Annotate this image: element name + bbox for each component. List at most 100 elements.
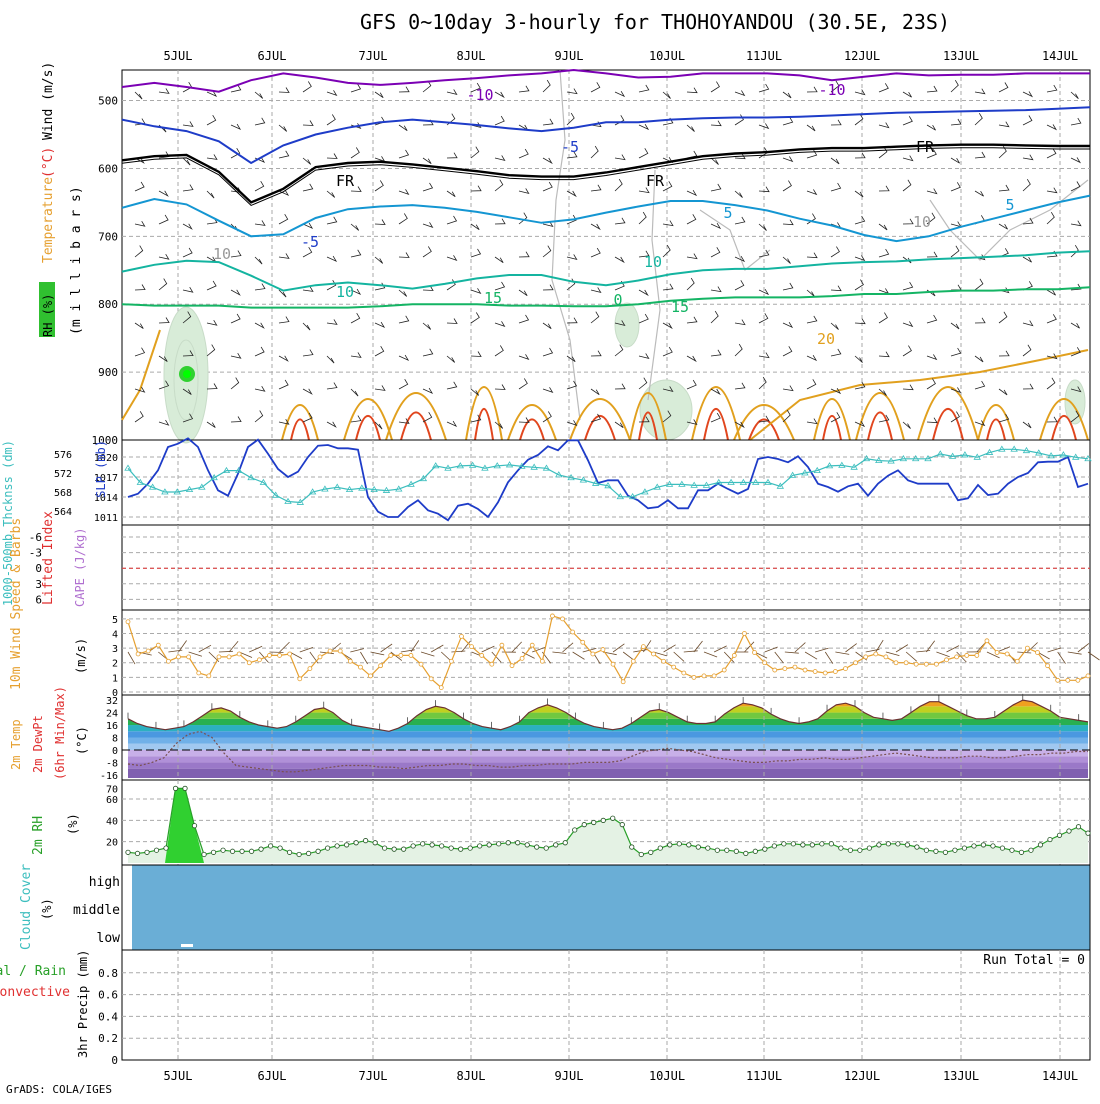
upper-wind-barb-3-38 [1047,188,1057,193]
upper-wind-barb-8-6 [279,356,288,361]
upper-wind-barb-8-27 [783,346,792,356]
precip-tick-0: 0 [111,1054,118,1067]
rh2m-point-22 [335,844,339,848]
rh2m-point-62 [715,848,719,852]
rh2m-point-96 [1038,843,1042,847]
contour-label-10: 10 [644,253,662,271]
pressure-tick-4: 900 [98,366,118,379]
rh-tick-0: 20 [106,838,118,849]
wind10m-point-13 [257,658,261,662]
upper-wind-barb-2-3 [207,154,217,159]
upper-wind-barb-8-33 [927,354,936,359]
upper-wind-barb-2-24 [711,158,719,165]
label-slp: SLP (mb) [94,440,108,498]
warm-contour-7 [692,387,740,440]
rh2m-point-44 [544,846,548,850]
upper-wind-barb-10-24 [711,413,720,422]
rh2m-point-13 [249,849,253,853]
upper-wind-barb-9-19 [591,389,599,395]
wind10m-barb-70 [835,652,849,654]
upper-wind-barb-8-14 [471,352,481,357]
upper-wind-barb-7-34 [951,323,959,329]
upper-wind-barb-5-30 [855,255,864,260]
wind10m-point-40 [530,643,534,647]
upper-wind-barb-8-17 [543,348,553,356]
rh-contour-0 [552,70,580,420]
wind10m-barb-4 [168,650,182,652]
rh2m-point-93 [1010,848,1014,852]
rh2m-point-86 [943,850,947,854]
wind10m-point-41 [540,659,544,663]
rh2m-point-2 [145,850,149,854]
upper-wind-barb-7-26 [759,313,768,323]
wind10m-point-93 [1066,678,1070,682]
rh2m-peak-area [165,788,204,863]
bottom-date-label-4: 9JUL [555,1069,584,1083]
rh2m-point-95 [1029,848,1033,852]
upper-wind-barb-6-38 [1047,290,1056,295]
wind10m-barb-9 [219,651,233,652]
upper-wind-barb-4-6 [279,214,288,224]
wind10m-point-62 [753,651,757,655]
rh2m-point-8 [202,852,206,856]
wind10m-barb-93 [1068,652,1082,654]
rh2m-point-7 [192,823,196,827]
precip-tick-1: 0.2 [98,1032,118,1045]
temp-tick-3: 8 [112,734,118,745]
rh2m-point-49 [592,820,596,824]
upper-wind-barb-7-28 [807,316,817,323]
wind10m-barb-71 [845,644,856,652]
wind10m-point-33 [459,634,463,638]
upper-wind-barb-0-30 [855,90,865,95]
rh2m-point-72 [810,843,814,847]
upper-wind-barb-3-27 [783,181,791,191]
panel-precip-frame [122,950,1090,1060]
rh2m-point-40 [506,841,510,845]
top-date-label-5: 10JUL [649,49,685,63]
wind10m-point-32 [449,659,453,663]
upper-wind-barb-1-5 [255,118,265,125]
upper-wind-barb-4-0 [135,221,145,226]
upper-wind-barb-2-21 [639,148,648,158]
rh2m-point-68 [772,844,776,848]
upper-wind-barb-0-24 [711,82,719,92]
rh2m-point-61 [706,846,710,850]
temp-band-11 [122,700,1090,706]
upper-wind-barb-5-16 [519,252,529,257]
upper-wind-barb-7-8 [327,319,337,324]
rh2m-point-21 [325,846,329,850]
rh2m-point-10 [221,848,225,852]
rh2m-point-101 [1086,831,1090,835]
upper-wind-barb-9-26 [759,377,766,389]
lifted-tick-0: -6 [29,531,42,544]
upper-wind-barb-0-25 [735,90,744,95]
rh2m-point-32 [430,843,434,847]
wind10m-barb-57 [704,652,717,657]
hot-contour-3 [475,409,493,440]
upper-wind-barb-0-34 [951,80,958,92]
upper-wind-barb-6-4 [231,290,240,295]
upper-wind-barb-8-11 [399,355,408,360]
upper-wind-barb-3-2 [183,185,193,191]
upper-wind-barb-4-26 [759,224,767,231]
upper-wind-barb-1-6 [279,125,287,131]
wind10m-barb-10 [229,641,238,652]
wind10m-point-71 [843,667,847,671]
upper-wind-barb-0-15 [495,92,504,97]
upper-wind-barb-4-32 [903,219,913,224]
wind10m-point-22 [348,659,352,663]
wind10m-point-63 [763,661,767,665]
wind10m-point-50 [631,659,635,663]
panel-cape-frame [122,525,1090,610]
upper-wind-barb-2-27 [783,156,792,161]
contour-20 [750,350,1088,440]
upper-wind-barb-4-22 [663,221,673,226]
wind10m-point-76 [894,661,898,665]
upper-wind-barb-2-30 [855,153,865,158]
upper-wind-barb-2-14 [471,147,479,158]
upper-wind-barb-7-15 [495,321,505,326]
upper-wind-barb-10-18 [567,420,577,425]
upper-wind-barb-8-10 [375,346,384,356]
upper-wind-barb-3-3 [207,191,214,198]
rh2m-point-63 [725,848,729,852]
